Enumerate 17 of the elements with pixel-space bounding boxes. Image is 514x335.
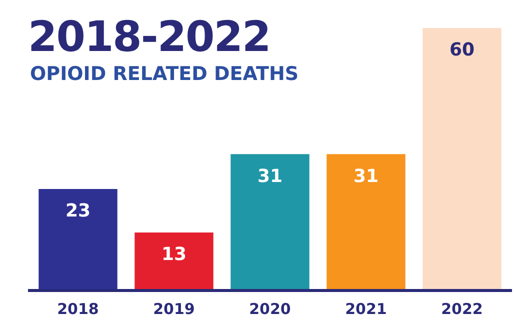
- text: OPIOID RELATED DEATHS: [30, 62, 299, 86]
- x-tick-label: 2020: [249, 300, 291, 318]
- data-label: 13: [161, 244, 187, 266]
- bar: [134, 232, 214, 289]
- bar: [230, 154, 310, 289]
- bar: [326, 154, 406, 289]
- x-tick-label: 2021: [345, 300, 387, 318]
- bar: [38, 188, 118, 289]
- data-label: 60: [449, 40, 475, 61]
- chart-title: 2018-2022: [28, 12, 270, 61]
- bar: [422, 28, 502, 289]
- data-label: 23: [65, 200, 91, 222]
- x-tick-label: 2018: [57, 300, 99, 318]
- data-label: 31: [257, 166, 283, 187]
- data-label: 31: [353, 166, 379, 187]
- x-tick-label: 2022: [441, 300, 483, 318]
- x-tick-label: 2019: [153, 300, 195, 318]
